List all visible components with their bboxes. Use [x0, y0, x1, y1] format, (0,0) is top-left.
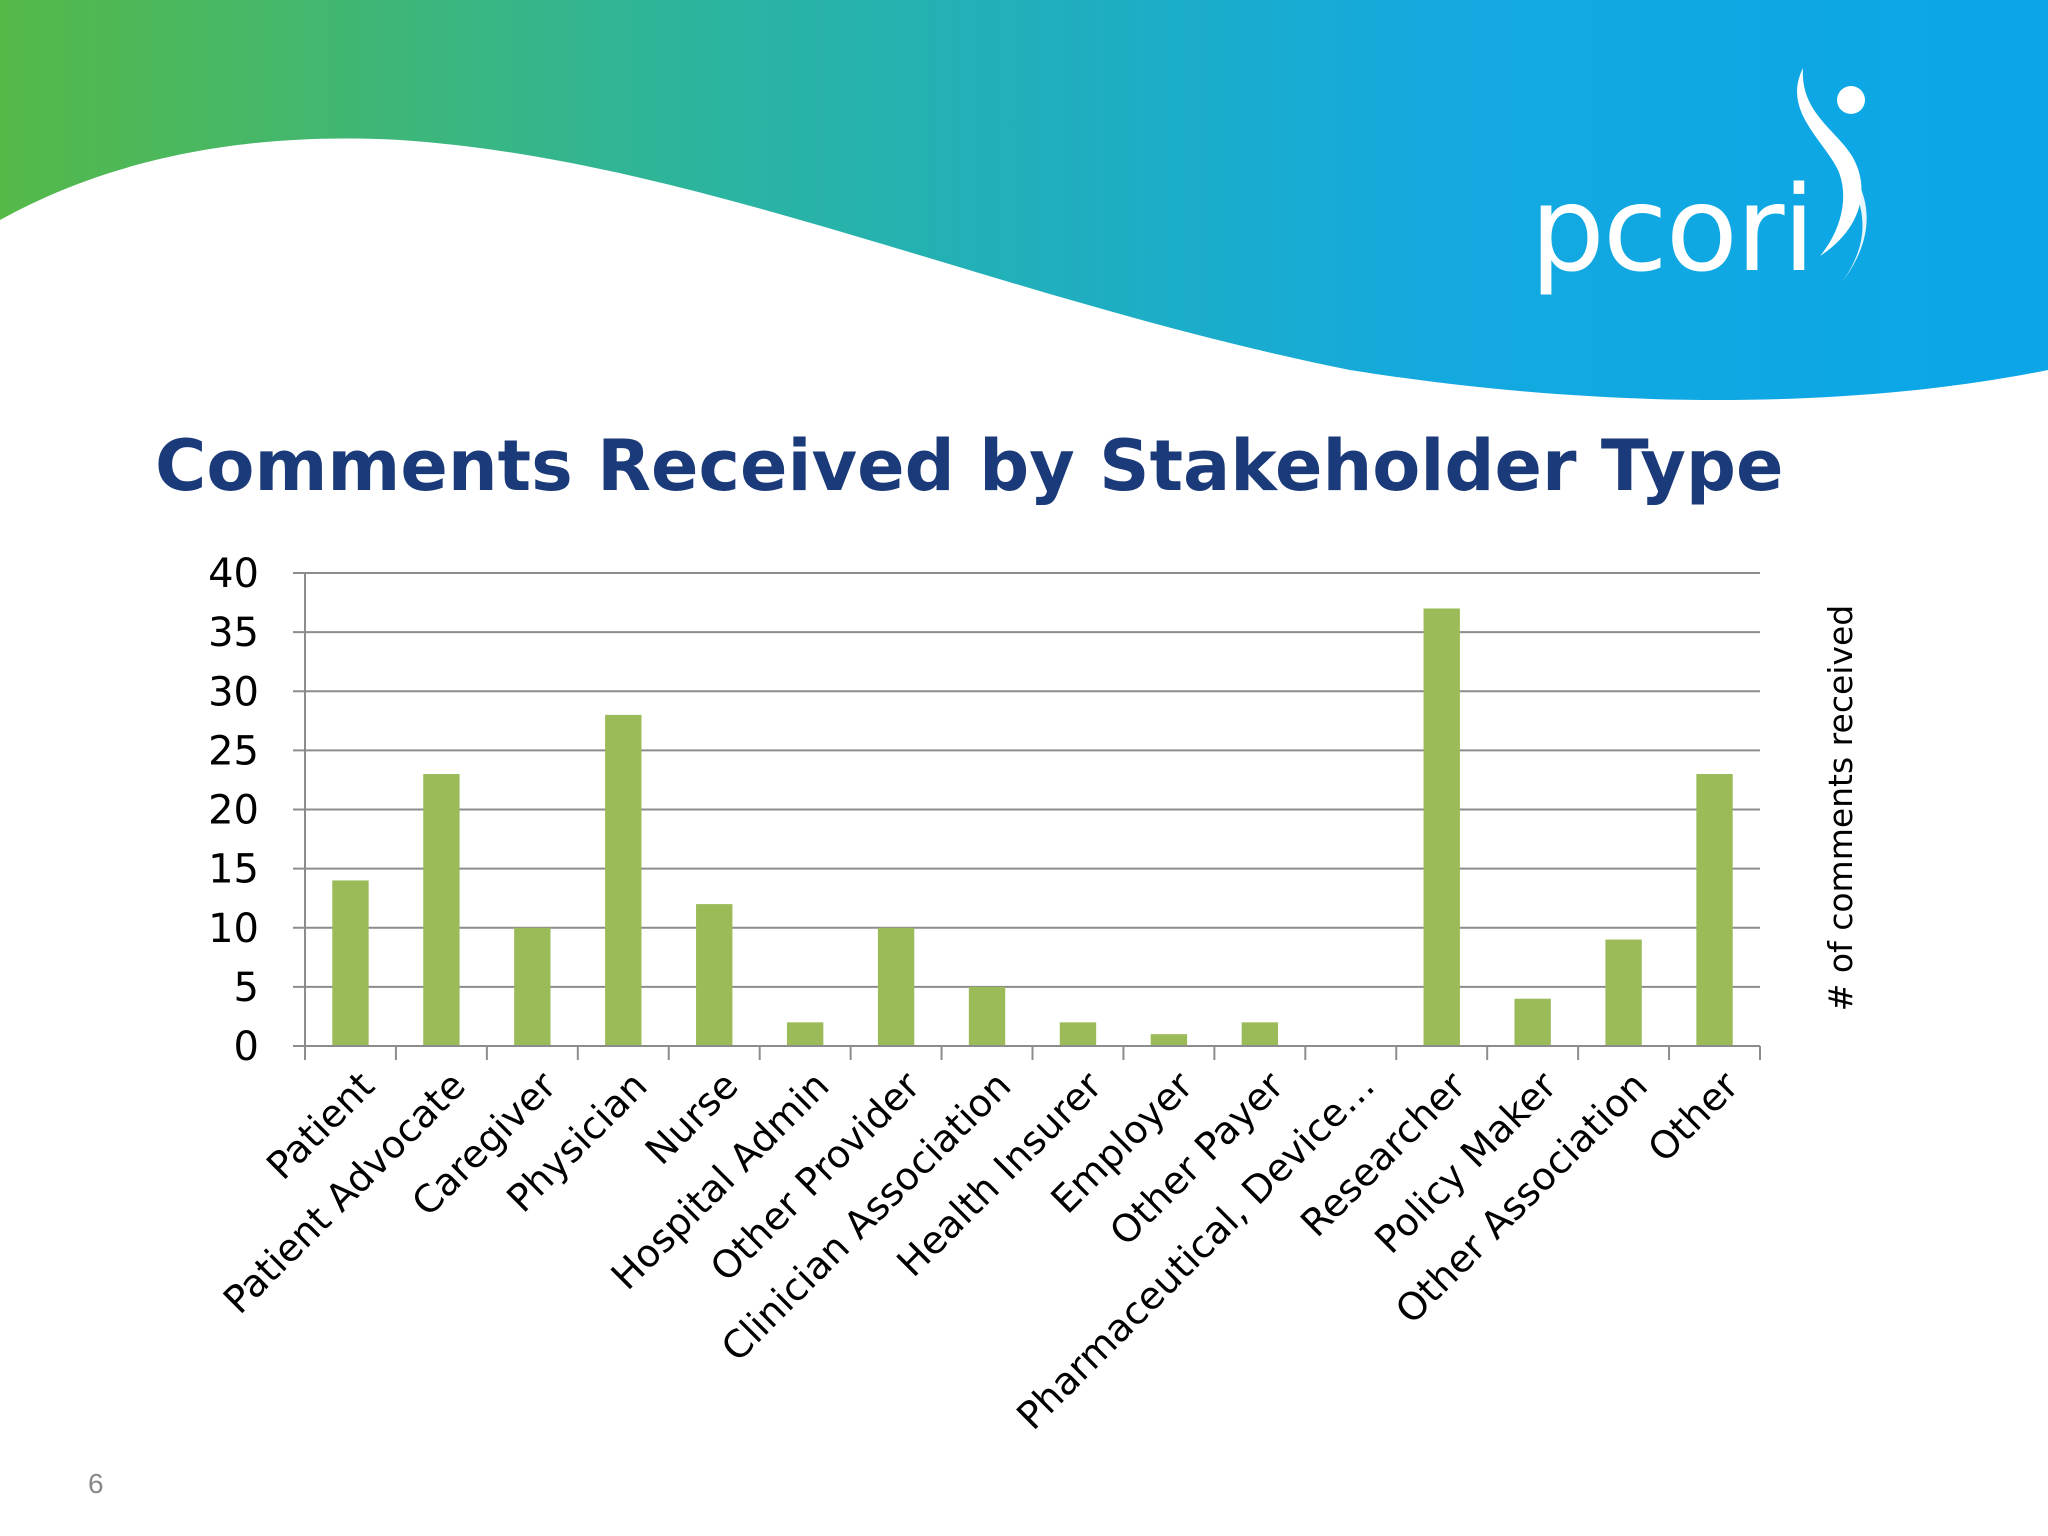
bar: [1514, 998, 1551, 1046]
header-banner: [0, 0, 2048, 400]
bar: [1696, 774, 1733, 1046]
y-tick-label: 5: [234, 965, 259, 1011]
y-axis-label: # of comments received: [1821, 605, 1860, 1011]
bar: [605, 714, 642, 1046]
axes: [293, 572, 1761, 1060]
y-tick-label: 35: [208, 610, 259, 656]
y-tick-label: 10: [208, 906, 259, 952]
bar: [1241, 1022, 1279, 1046]
y-tick-label: 30: [208, 669, 259, 715]
bar: [1150, 1034, 1188, 1046]
bar: [696, 904, 733, 1046]
page-number: 6: [88, 1468, 104, 1499]
bar: [786, 1022, 824, 1046]
pcori-logo-text: pcori: [1530, 160, 1815, 298]
gridlines: [305, 572, 1760, 988]
bar: [968, 986, 1006, 1046]
bar: [1059, 1022, 1097, 1046]
bar: [514, 927, 551, 1046]
bars: [332, 608, 1733, 1046]
bar: [877, 927, 915, 1046]
y-tick-label: 25: [208, 728, 259, 774]
y-tick-label: 15: [208, 847, 259, 893]
y-tick-label: 40: [208, 551, 259, 597]
x-tick-label: Other: [1639, 1063, 1747, 1171]
y-tick-labels: 0 5 10 15 20 25 30 35 40: [208, 551, 259, 1070]
bar: [423, 774, 460, 1046]
slide-title: Comments Received by Stakeholder Type: [155, 425, 1784, 507]
y-tick-label: 0: [234, 1024, 259, 1070]
bar: [1423, 608, 1460, 1046]
bar: [1605, 939, 1642, 1046]
bar: [332, 880, 369, 1046]
y-tick-label: 20: [208, 788, 259, 834]
pcori-logo-figure-icon: [1797, 68, 1867, 282]
